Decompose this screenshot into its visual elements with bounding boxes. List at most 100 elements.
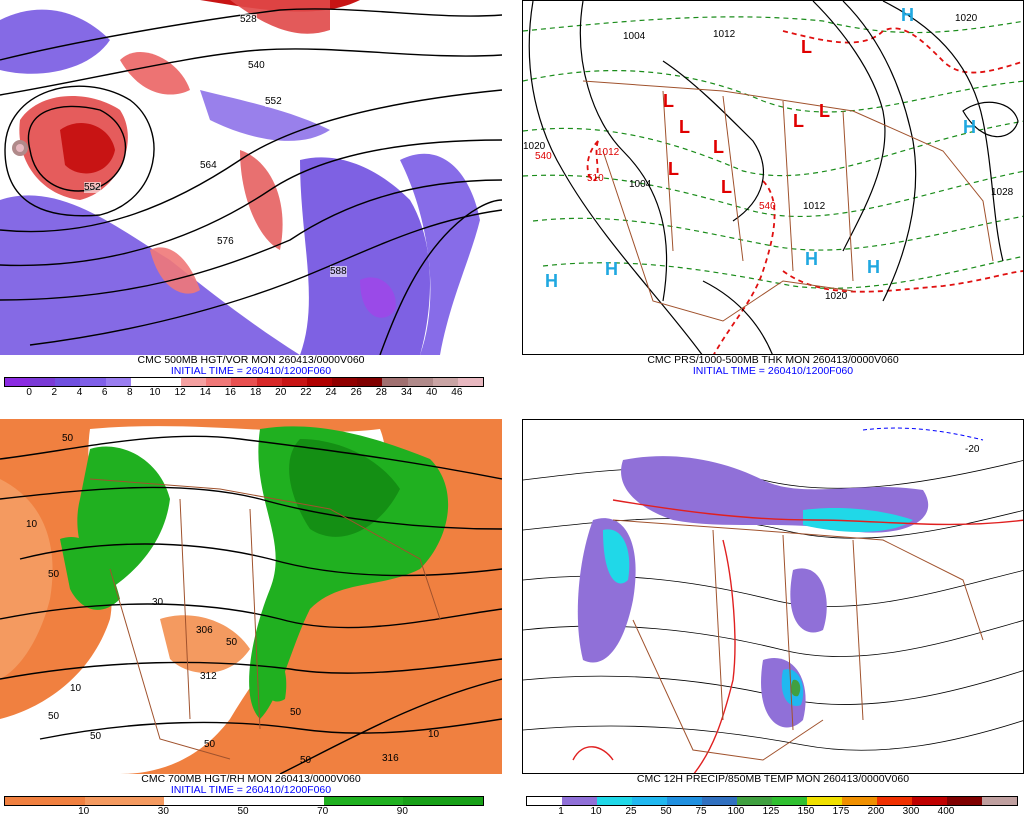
vorticity-map-svg — [0, 0, 502, 355]
scale-tick-label: 26 — [350, 387, 362, 398]
scale-tick-label: 16 — [224, 387, 236, 398]
scale-swatch — [206, 378, 232, 386]
low-pressure-symbol: L — [663, 91, 674, 111]
low-pressure-symbol: L — [801, 37, 812, 57]
scale-tick-label: 28 — [375, 387, 387, 398]
thickness-label: 510 — [587, 173, 604, 184]
contour-label: 50 — [204, 739, 216, 750]
contour-label: 50 — [290, 707, 302, 718]
contour-label: 540 — [248, 60, 265, 71]
scale-swatch — [667, 797, 702, 805]
contour-label: 10 — [26, 519, 38, 530]
contour-label: 50 — [90, 731, 102, 742]
contour-label: 528 — [240, 14, 257, 25]
scale-swatch — [432, 378, 458, 386]
isobar-label: 1028 — [991, 187, 1014, 198]
high-pressure-symbol: H — [545, 271, 558, 291]
color-scale — [4, 796, 484, 806]
high-pressure-symbol: H — [605, 259, 618, 279]
scale-swatch — [357, 378, 383, 386]
low-pressure-symbol: L — [713, 137, 724, 157]
scale-swatch — [5, 378, 31, 386]
isobar-label: 1004 — [623, 31, 646, 42]
scale-swatch — [457, 378, 483, 386]
scale-swatch — [84, 797, 165, 805]
isobar-label: 1012 — [597, 147, 620, 158]
scale-swatch — [80, 378, 106, 386]
scale-tick-label: 70 — [317, 806, 329, 817]
thickness-label: 540 — [535, 151, 552, 162]
high-pressure-symbol: H — [867, 257, 880, 277]
scale-tick-label: 34 — [400, 387, 413, 398]
scale-tick-label: 50 — [237, 806, 249, 817]
scale-tick-label: 0 — [26, 387, 32, 398]
color-scale — [4, 377, 484, 387]
scale-swatch — [527, 797, 562, 805]
scale-tick-label: 18 — [250, 387, 262, 398]
contour-label: 50 — [226, 637, 238, 648]
rh-map-svg — [0, 419, 502, 774]
scale-tick-label: 200 — [867, 806, 885, 817]
scale-swatch — [231, 378, 257, 386]
isobar-label: 1020 — [955, 13, 978, 24]
contour-label: 50 — [48, 569, 60, 580]
scale-tick-label: 50 — [660, 806, 672, 817]
vorticity-map: 528 540 552 564 576 588 552 — [0, 0, 502, 355]
scale-swatch — [772, 797, 807, 805]
panel-precip-850mb: -20 CMC 12H PRECIP/850MB TEMP MON 260413… — [522, 419, 1024, 819]
scale-tick-label: 400 — [937, 806, 955, 817]
contour-label: 552 — [265, 96, 282, 107]
contour-label: 552 — [84, 182, 101, 193]
scale-swatch — [256, 378, 282, 386]
high-pressure-symbol: H — [963, 117, 976, 137]
contour-label: 316 — [382, 753, 399, 764]
low-pressure-symbol: L — [819, 101, 830, 121]
pressure-map-svg — [523, 1, 1023, 354]
scale-swatch — [130, 378, 156, 386]
low-pressure-symbol: L — [668, 159, 679, 179]
low-pressure-symbol: L — [679, 117, 690, 137]
contour-label: 10 — [70, 683, 82, 694]
low-pressure-symbol: L — [793, 111, 804, 131]
contour-label: 50 — [62, 433, 74, 444]
scale-tick-label: 10 — [78, 806, 90, 817]
scale-tick-label: 12 — [174, 387, 186, 398]
scale-swatch — [842, 797, 877, 805]
isobar-label: 1020 — [523, 141, 546, 152]
scale-swatch — [5, 797, 85, 805]
panel-500mb-vorticity: 528 540 552 564 576 588 552 CMC 500MB HGT/VOR … — [0, 0, 502, 400]
scale-swatch — [597, 797, 632, 805]
scale-swatch — [807, 797, 842, 805]
low-pressure-symbol: L — [721, 177, 732, 197]
scale-swatch — [912, 797, 947, 805]
scale-tick-label: 75 — [695, 806, 707, 817]
scale-tick-label: 1 — [558, 806, 564, 817]
scale-swatch — [155, 378, 182, 386]
scale-tick-label: 20 — [275, 387, 287, 398]
initial-time: INITIAL TIME = 260410/1200F060 — [692, 365, 854, 377]
scale-swatch — [244, 797, 324, 805]
isobar-label: 1012 — [803, 201, 826, 212]
high-pressure-symbol: H — [805, 249, 818, 269]
scale-tick-label: 8 — [127, 387, 133, 398]
panel-700mb-rh: 50 10 50 50 30 50 10 50 50 306 312 316 1… — [0, 419, 502, 819]
scale-swatch — [181, 378, 207, 386]
high-pressure-symbol: H — [901, 5, 914, 25]
scale-swatch — [281, 378, 307, 386]
scale-swatch — [323, 797, 404, 805]
scale-swatch — [877, 797, 912, 805]
color-scale-labels: 10 30 50 70 90 — [4, 807, 484, 819]
scale-swatch — [332, 378, 358, 386]
scale-swatch — [105, 378, 131, 386]
contour-label: 588 — [330, 266, 347, 277]
scale-swatch — [947, 797, 982, 805]
contour-label: 10 — [428, 729, 440, 740]
scale-tick-label: 100 — [727, 806, 745, 817]
isotherm-label: -20 — [965, 444, 980, 455]
scale-tick-label: 46 — [451, 387, 463, 398]
precip-map: -20 — [522, 419, 1024, 774]
rh-map: 50 10 50 50 30 50 10 50 50 306 312 316 1… — [0, 419, 502, 774]
scale-swatch — [562, 797, 597, 805]
scale-swatch — [982, 797, 1017, 805]
initial-time: INITIAL TIME = 260410/1200F060 — [170, 784, 332, 796]
